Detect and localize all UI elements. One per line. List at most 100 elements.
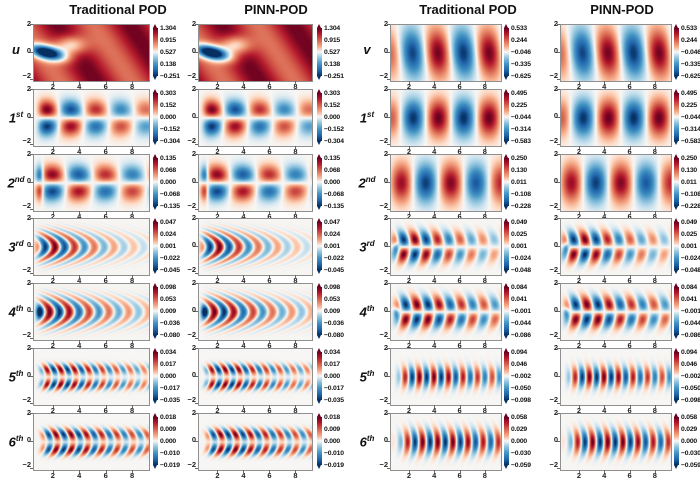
y-tick-label: 0 [191, 46, 196, 55]
y-tick-label: −2 [187, 395, 196, 404]
colorbar [153, 28, 158, 76]
colorbar-tick-label: 0.000 [511, 438, 528, 445]
y-tick-mark [387, 283, 390, 284]
colorbar-tick-label: 0.000 [160, 438, 177, 445]
y-tick-mark [30, 273, 33, 274]
y-tick-label: 2 [26, 213, 31, 222]
colorbar-tick-label: −0.022 [160, 255, 180, 262]
colorbar-tick-label: 0.018 [160, 414, 177, 421]
y-tick-label: 0 [383, 111, 388, 120]
y-tick-mark [387, 375, 390, 377]
x-tick-label: 6 [267, 341, 272, 350]
x-tick-label: 4 [77, 276, 82, 285]
heatmap-panel-u-1st-traditional [33, 89, 150, 147]
colorbar [674, 352, 679, 400]
y-tick-mark [195, 403, 198, 404]
colorbar-tick-label: 0.138 [160, 61, 177, 68]
y-tick-label: −2 [549, 330, 558, 339]
x-tick-mark [79, 146, 81, 149]
row-label: 4th [350, 302, 384, 319]
x-tick-mark [243, 470, 245, 473]
colorbar-tick-label: 0.094 [681, 349, 698, 356]
heatmap-panel-u-u-traditional [33, 24, 150, 82]
y-tick-mark [387, 468, 390, 469]
x-tick-mark [408, 405, 410, 408]
colorbar-tick-label: −0.024 [511, 255, 531, 262]
y-tick-label: 0 [383, 435, 388, 444]
y-tick-mark [557, 273, 560, 274]
row-label-superscript: th [15, 304, 24, 313]
colorbar [153, 93, 158, 141]
x-tick-label: 2 [215, 212, 220, 221]
x-tick-mark [459, 340, 461, 343]
x-tick-label: 6 [103, 147, 108, 156]
colorbar-tick-label: −0.583 [511, 138, 531, 145]
colorbar-arrow-down [674, 270, 678, 274]
row-label-superscript: st [16, 110, 24, 119]
colorbar-tick-label: 0.135 [160, 155, 177, 162]
x-tick-label: 4 [602, 276, 607, 285]
row-label: 5th [350, 367, 384, 384]
y-tick-mark [557, 144, 560, 145]
y-tick-label: −2 [549, 201, 558, 210]
y-tick-label: −2 [187, 265, 196, 274]
y-tick-mark [557, 338, 560, 339]
x-tick-mark [217, 405, 219, 408]
x-tick-label: 8 [482, 406, 487, 415]
y-tick-mark [557, 283, 560, 284]
colorbar-arrow-down [674, 335, 678, 339]
y-tick-label: −2 [22, 201, 31, 210]
x-tick-label: 8 [130, 147, 135, 156]
colorbar-tick-label: 0.009 [160, 308, 177, 315]
y-tick-mark [387, 403, 390, 404]
y-tick-label: 2 [553, 19, 558, 28]
y-tick-label: −2 [187, 460, 196, 469]
colorbar-arrow-up [504, 348, 508, 352]
colorbar [317, 417, 322, 465]
y-tick-label: −2 [379, 265, 388, 274]
y-tick-mark [195, 51, 198, 53]
y-tick-label: 0 [191, 111, 196, 120]
colorbar-tick-label: 0.049 [681, 219, 698, 226]
row-label-text: 6 [359, 434, 367, 450]
x-tick-label: 4 [432, 406, 437, 415]
x-tick-mark [243, 146, 245, 149]
y-tick-mark [557, 218, 560, 219]
colorbar-tick-label: 0.041 [511, 296, 528, 303]
y-tick-label: 0 [191, 305, 196, 314]
colorbar-arrow-down [153, 400, 157, 404]
x-tick-label: 8 [293, 276, 298, 285]
y-tick-label: 0 [191, 435, 196, 444]
y-tick-label: 0 [26, 435, 31, 444]
y-tick-label: 2 [383, 343, 388, 352]
x-tick-label: 6 [267, 212, 272, 221]
x-tick-label: 4 [602, 406, 607, 415]
row-label-text: 1 [8, 110, 17, 126]
colorbar-tick-label: −0.017 [324, 385, 344, 392]
x-tick-mark [295, 405, 297, 408]
x-tick-mark [578, 146, 580, 149]
colorbar-tick-label: 0.527 [324, 49, 341, 56]
y-tick-mark [557, 403, 560, 404]
y-tick-mark [387, 24, 390, 25]
colorbar [674, 417, 679, 465]
colorbar-arrow-up [153, 24, 157, 28]
x-tick-label: 8 [293, 147, 298, 156]
colorbar-tick-label: 0.000 [160, 114, 177, 121]
y-tick-mark [30, 413, 33, 414]
x-tick-mark [243, 275, 245, 278]
x-tick-mark [629, 275, 631, 278]
y-tick-mark [30, 375, 33, 377]
heatmap-panel-u-6th-traditional [33, 413, 150, 471]
x-tick-mark [243, 340, 245, 343]
x-tick-mark [79, 81, 81, 84]
colorbar-tick-label: −0.314 [511, 126, 531, 133]
x-tick-mark [132, 275, 134, 278]
row-label-superscript: st [367, 110, 375, 119]
colorbar-tick-label: 0.049 [511, 219, 528, 226]
row-label-superscript: th [15, 369, 24, 378]
colorbar-tick-label: 0.009 [324, 308, 341, 315]
x-tick-label: 8 [482, 341, 487, 350]
colorbar-tick-label: −0.251 [160, 73, 180, 80]
colorbar-arrow-down [674, 400, 678, 404]
